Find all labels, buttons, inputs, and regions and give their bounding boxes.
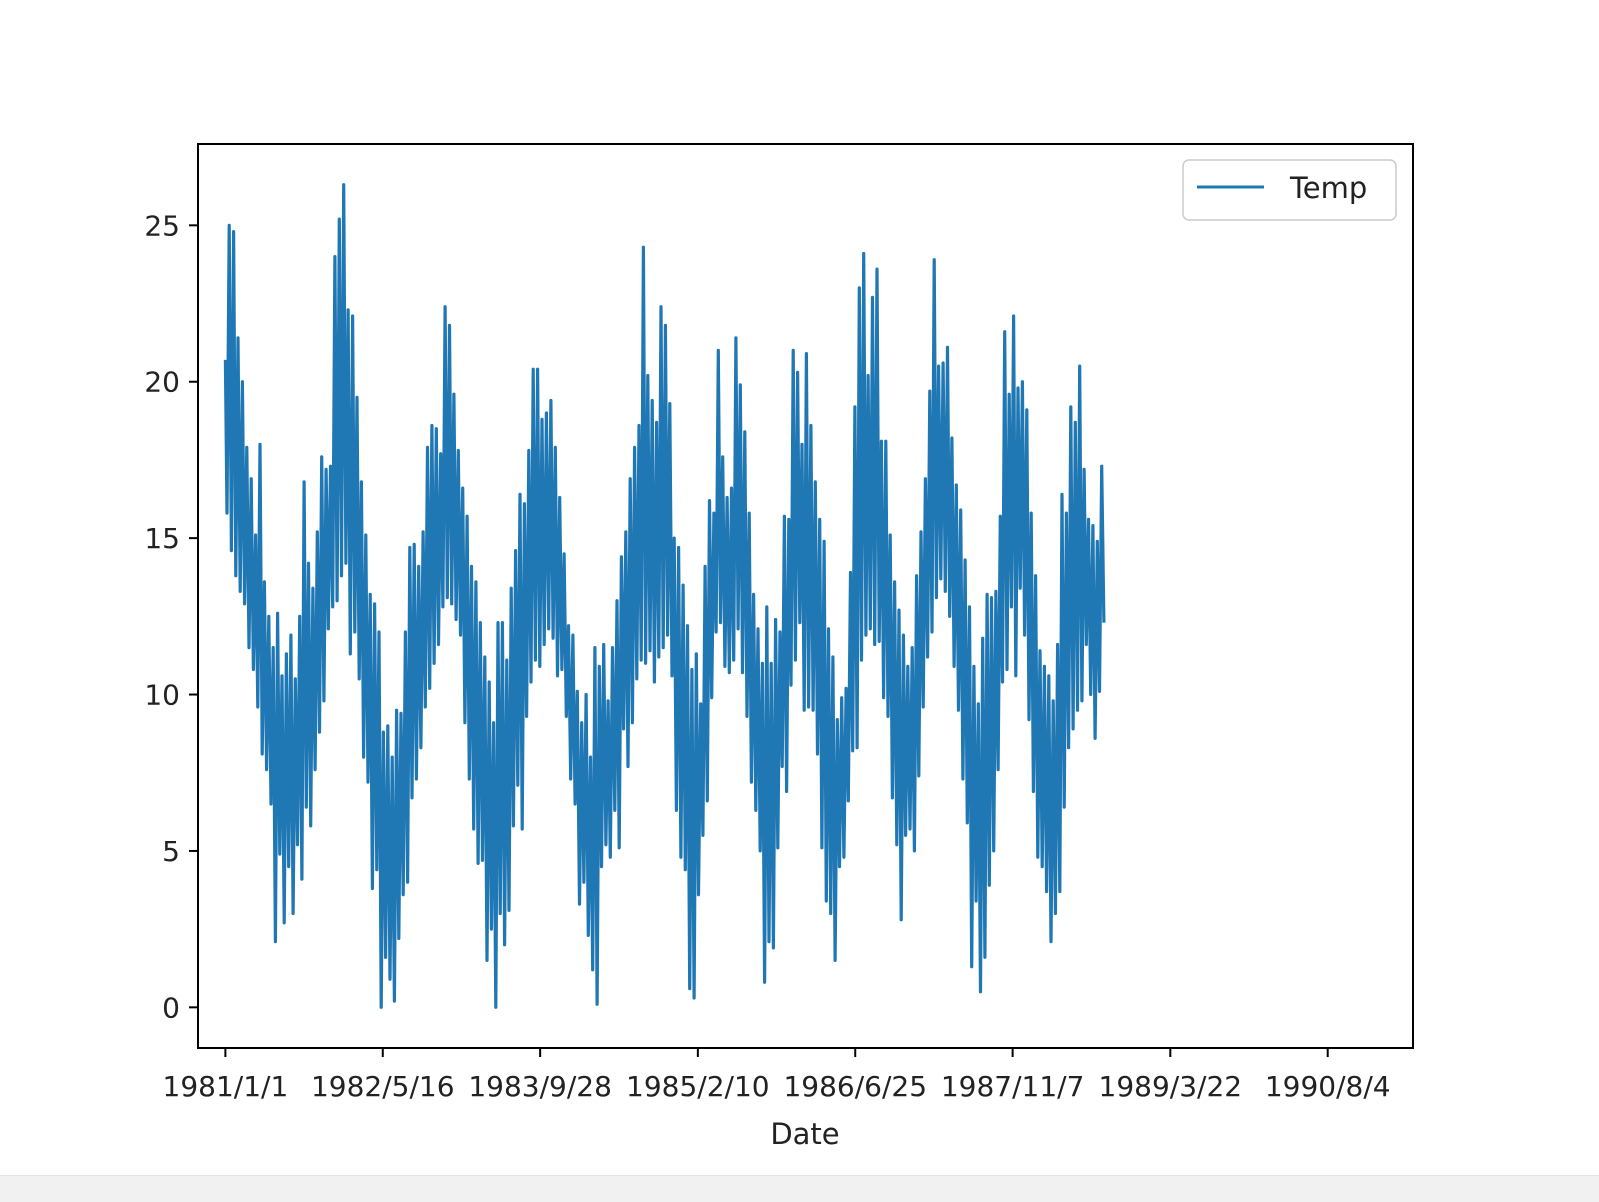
legend-box — [1182, 159, 1397, 221]
legend-label-temp: Temp — [1289, 171, 1367, 205]
x-axis-title: Date — [770, 1117, 839, 1151]
y-tick-label: 15 — [144, 522, 180, 555]
y-tick-label: 10 — [144, 679, 180, 712]
x-tick-label: 1989/3/22 — [1099, 1070, 1243, 1103]
y-axis-ticks: 0 5 10 15 20 25 — [144, 209, 198, 1024]
y-tick-label: 20 — [144, 366, 180, 399]
y-tick-label: 25 — [144, 209, 180, 242]
x-tick-label: 1982/5/16 — [311, 1070, 455, 1103]
legend: Temp — [1182, 159, 1397, 221]
x-tick-label: 1983/9/28 — [468, 1070, 612, 1103]
y-tick-label: 0 — [162, 991, 180, 1024]
series-layer — [223, 183, 1106, 1009]
series-line-temp — [223, 183, 1106, 1009]
x-tick-label: 1981/1/1 — [163, 1070, 289, 1103]
window-bottom-edge — [0, 1175, 1599, 1202]
x-tick-label: 1985/2/10 — [626, 1070, 770, 1103]
x-axis-ticks: 1981/1/1 1982/5/16 1983/9/28 1985/2/10 1986/… — [163, 1048, 1391, 1103]
x-tick-label: 1987/11/7 — [941, 1070, 1085, 1103]
x-tick-label: 1990/8/4 — [1265, 1070, 1391, 1103]
x-tick-label: 1986/6/25 — [783, 1070, 927, 1103]
plot-area-frame — [197, 143, 1414, 1049]
y-tick-label: 5 — [162, 835, 180, 868]
